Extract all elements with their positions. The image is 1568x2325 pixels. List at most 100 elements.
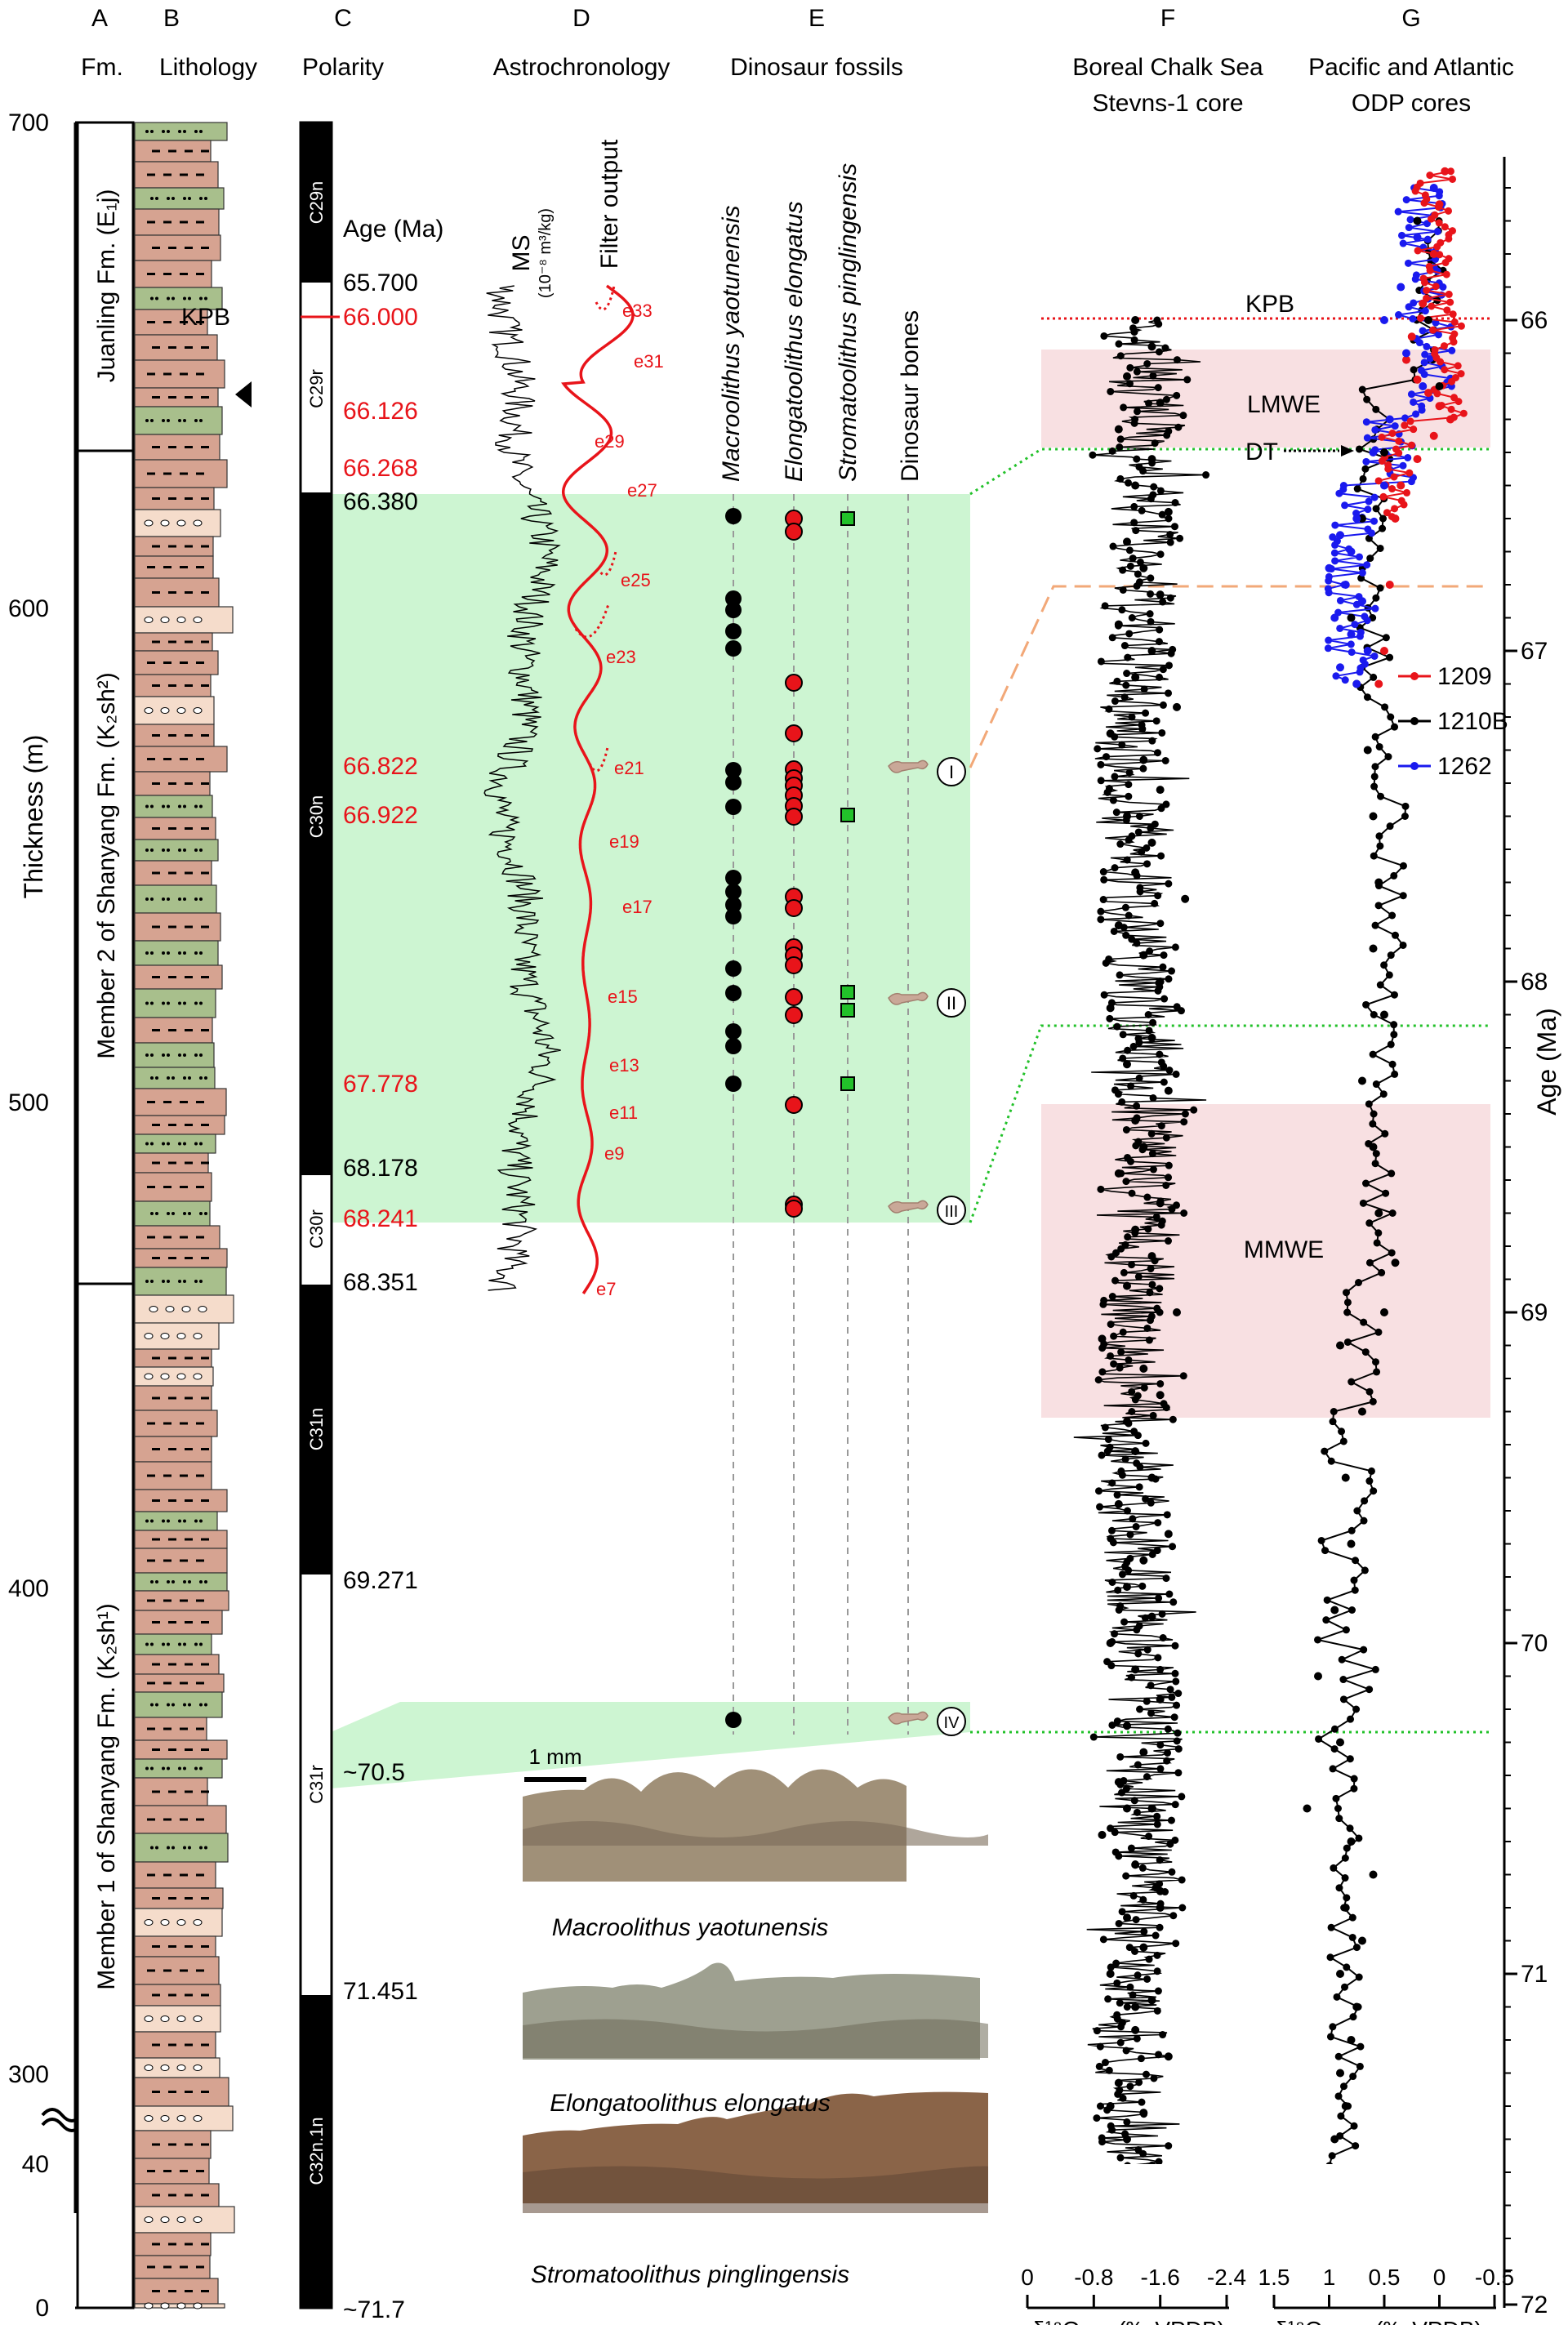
data-point: [1143, 1193, 1152, 1201]
data-point: [1380, 316, 1388, 324]
data-point: [1180, 1209, 1188, 1217]
data-point: [1416, 314, 1424, 323]
macroolithus-occurrence: [725, 897, 742, 913]
lithology-column: [134, 122, 235, 2309]
thickness-tick-400: 400: [8, 1575, 49, 1602]
data-point: [1448, 346, 1456, 354]
age-axis-tick: 72: [1521, 2292, 1548, 2318]
data-point: [1133, 1102, 1141, 1110]
data-point: [1172, 1070, 1180, 1078]
data-point: [1330, 549, 1339, 557]
data-point: [1115, 340, 1123, 348]
data-point: [1339, 1676, 1348, 1684]
data-point: [1112, 1959, 1120, 1967]
data-point: [1355, 1973, 1363, 1981]
data-point: [1119, 566, 1127, 574]
data-point: [1341, 1854, 1349, 1862]
data-point: [1123, 856, 1131, 864]
data-point: [1365, 497, 1373, 506]
data-point: [1135, 1483, 1143, 1491]
data-point: [1123, 812, 1131, 821]
data-point: [1121, 1455, 1129, 1463]
data-point: [1147, 647, 1156, 655]
data-point: [1156, 1308, 1164, 1316]
data-point: [1370, 852, 1378, 860]
data-point: [1123, 1913, 1131, 1922]
data-point: [1131, 316, 1140, 324]
lithology-bed: [134, 1489, 228, 1512]
data-point: [1119, 586, 1127, 594]
data-point: [1423, 342, 1431, 350]
caption-elongatoolithus: Elongatoolithus elongatus: [550, 2090, 831, 2117]
data-point: [1391, 505, 1399, 513]
data-point: [1152, 1931, 1160, 1940]
data-point: [1114, 2090, 1122, 2098]
data-point: [1134, 828, 1143, 836]
data-point: [1113, 677, 1121, 685]
data-point: [1095, 2062, 1103, 2070]
data-point: [1435, 219, 1443, 227]
data-point: [1096, 1503, 1104, 1511]
data-point: [1352, 1705, 1361, 1713]
data-point: [1147, 2166, 1154, 2173]
data-point: [1126, 2273, 1134, 2280]
data-point: [1164, 1086, 1173, 1095]
data-point: [1123, 670, 1131, 678]
taxon-dinosaur-bones: Dinosaur bones: [897, 310, 924, 482]
data-point: [1459, 409, 1468, 417]
kpb-label-left: KPB: [181, 304, 230, 331]
data-point: [1352, 2221, 1359, 2229]
data-point: [1143, 1975, 1152, 1983]
data-point: [1433, 227, 1441, 235]
data-point: [1136, 1705, 1144, 1713]
data-point: [1391, 1258, 1400, 1267]
thickness-axis-label: Thickness (m): [19, 735, 48, 899]
data-point: [1415, 339, 1423, 347]
data-point: [1336, 663, 1344, 672]
data-point: [1420, 199, 1428, 207]
lithology-bed: [134, 1887, 224, 1909]
data-point: [1127, 1082, 1135, 1090]
data-point: [1366, 555, 1374, 563]
data-point: [1335, 1884, 1343, 1892]
data-point: [1378, 433, 1386, 441]
data-point: [1109, 1539, 1117, 1547]
data-point: [1420, 370, 1428, 378]
data-point: [1388, 485, 1396, 493]
age-68-351: 68.351: [343, 1269, 418, 1296]
data-point: [1128, 614, 1136, 621]
age-66-922: 66.922: [343, 802, 418, 829]
age-labels: Age (Ma) KPB 65.700 66.000 66.126 66.268…: [181, 216, 443, 2323]
data-point: [1173, 1308, 1181, 1316]
chart-f-xtick: -2.4: [1207, 2265, 1246, 2290]
data-point: [1164, 507, 1173, 516]
data-point: [1388, 911, 1396, 920]
data-point: [1123, 2135, 1131, 2144]
data-point: [1372, 1358, 1380, 1366]
data-point: [1130, 519, 1138, 527]
data-point: [1114, 1778, 1123, 1787]
data-point: [1156, 920, 1165, 928]
data-point: [1098, 2182, 1105, 2189]
data-point: [1346, 1824, 1354, 1833]
data-point: [1159, 2210, 1166, 2217]
data-point: [1428, 302, 1436, 310]
data-point: [1351, 621, 1359, 629]
data-point: [1330, 1864, 1338, 1872]
data-point: [1358, 1936, 1366, 1945]
data-point: [1131, 481, 1140, 490]
data-point: [1363, 395, 1371, 403]
data-point: [1147, 1316, 1155, 1325]
data-point: [1125, 1566, 1133, 1574]
data-point: [1155, 1594, 1163, 1602]
panel-letter-b: B: [163, 5, 180, 32]
data-point: [1330, 2291, 1338, 2298]
data-point: [1457, 370, 1465, 378]
header-pacific-line1: Pacific and Atlantic: [1308, 54, 1514, 81]
data-point: [1171, 1641, 1179, 1650]
correlation-lines: [969, 317, 1490, 1734]
data-point: [1131, 1447, 1140, 1456]
data-point: [1364, 506, 1372, 514]
data-point: [1156, 2244, 1165, 2252]
data-point: [1098, 1451, 1106, 1459]
